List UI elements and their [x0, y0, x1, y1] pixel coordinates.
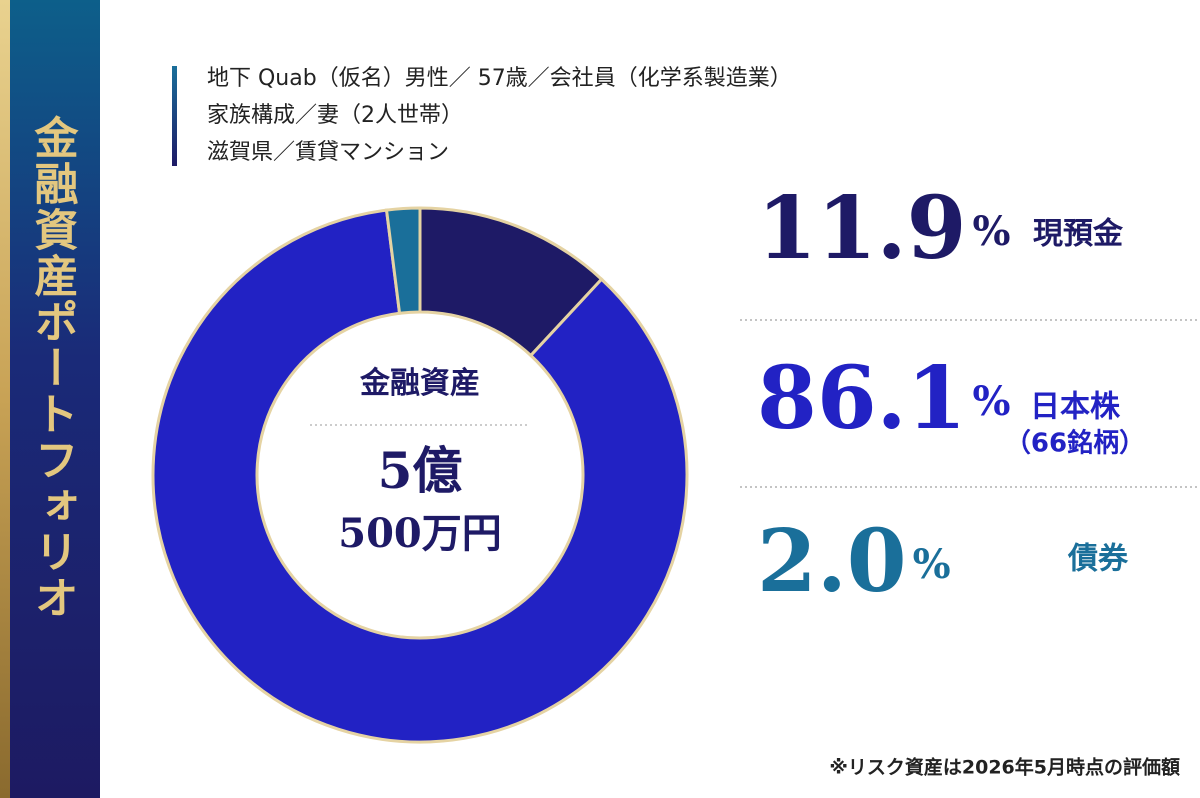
slice [151, 208, 689, 744]
title: 金融資産ポートフォリオ [27, 115, 80, 621]
center-value: 5億 [378, 441, 463, 500]
value-label: 2.0% [757, 511, 951, 612]
gold-stripe [0, 0, 10, 798]
value-label: 11.9% [757, 178, 1010, 279]
profile-line: 家族構成／妻（2人世帯） [207, 103, 463, 128]
side-band [0, 0, 100, 798]
profile-line: 滋賀県／賃貸マンション [207, 140, 449, 165]
value-label: 86.1% [757, 348, 1010, 449]
center-value: 500万円 [338, 510, 502, 557]
slice [384, 206, 422, 315]
footnote: ※リスク資産は2026年5月時点の評価額 [829, 756, 1180, 779]
category-label: 現預金 [1033, 217, 1124, 252]
profile-bar [172, 66, 177, 166]
category-label: 日本株 [1030, 390, 1121, 425]
category-note: （66銘柄） [1005, 428, 1145, 459]
profile-line: 地下 Quab（仮名）男性／ 57歳／会社員（化学系製造業） [207, 66, 792, 91]
center-label: 金融資産 [359, 366, 480, 401]
category-label: 債券 [1067, 542, 1129, 577]
